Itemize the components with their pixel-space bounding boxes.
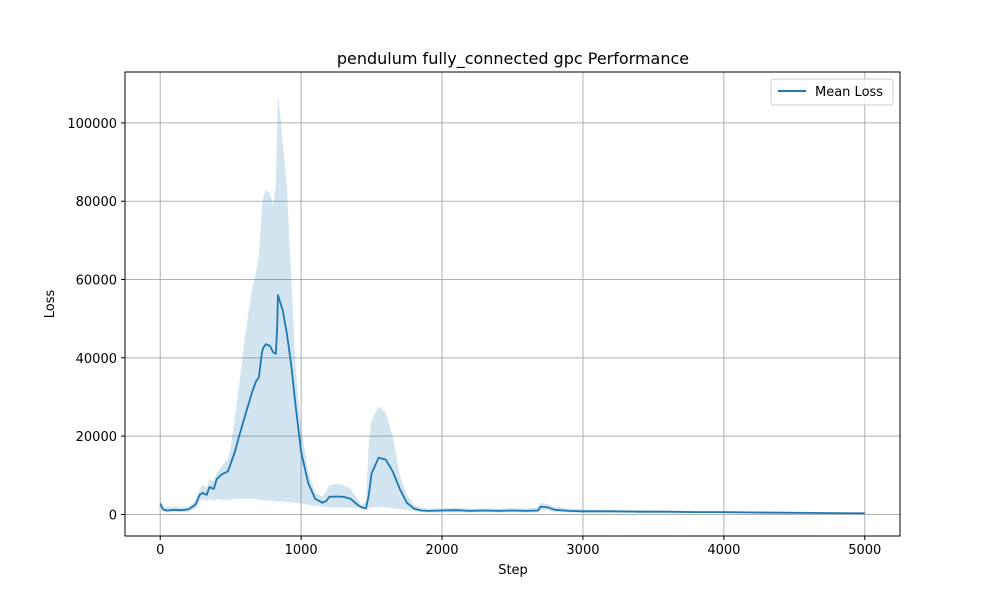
x-tick-label: 4000 bbox=[707, 543, 740, 558]
x-tick-label: 5000 bbox=[848, 543, 881, 558]
legend-box bbox=[770, 78, 894, 106]
series-band-mean-loss bbox=[160, 95, 865, 514]
plot-frame bbox=[124, 71, 901, 537]
y-tick-label: 80000 bbox=[76, 195, 117, 210]
x-axis: 0 1000 2000 3000 4000 5000 bbox=[156, 536, 881, 558]
y-tick-label: 100000 bbox=[67, 117, 117, 132]
legend-label-mean-loss: Mean Loss bbox=[815, 85, 883, 100]
y-tick-label: 40000 bbox=[76, 352, 117, 367]
series-line-mean-loss bbox=[159, 294, 865, 515]
y-axis-label: Loss bbox=[43, 290, 58, 319]
series-band-layer bbox=[160, 95, 865, 514]
chart-title: pendulum fully_connected gpc Performance bbox=[337, 49, 689, 69]
x-tick-label: 2000 bbox=[425, 543, 458, 558]
y-tick-label: 60000 bbox=[76, 274, 117, 289]
y-tick-label: 0 bbox=[109, 508, 117, 523]
x-tick-label: 3000 bbox=[566, 543, 599, 558]
grid bbox=[125, 72, 900, 536]
x-tick-label: 0 bbox=[156, 543, 164, 558]
y-tick-label: 20000 bbox=[76, 430, 117, 445]
legend: Mean Loss bbox=[770, 78, 894, 106]
y-axis: 0 20000 40000 60000 80000 100000 bbox=[67, 117, 125, 523]
x-tick-label: 1000 bbox=[285, 543, 318, 558]
series-line-layer bbox=[159, 294, 865, 515]
x-axis-label: Step bbox=[498, 563, 528, 578]
